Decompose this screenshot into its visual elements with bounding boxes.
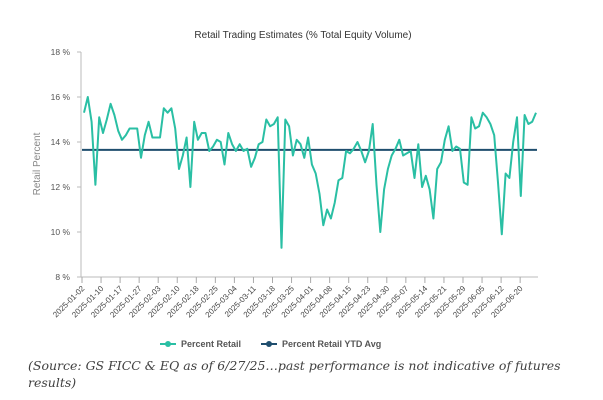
y-tick-label: 18 % [51, 47, 71, 57]
legend-label: Percent Retail [181, 339, 242, 349]
chart: Retail Trading Estimates (% Total Equity… [32, 30, 538, 319]
y-axis-label: Retail Percent [32, 132, 43, 195]
legend-marker-icon [160, 339, 176, 349]
series-line-percent-retail [83, 96, 537, 249]
y-tick-label: 16 % [51, 92, 71, 102]
legend-item-percent-retail[interactable]: Percent Retail [160, 339, 241, 349]
legend-item-ytd-avg[interactable]: Percent Retail YTD Avg [261, 339, 381, 349]
x-axis: 2025-01-022025-01-102025-01-172025-01-27… [51, 276, 538, 319]
source-note: (Source: GS FICC & EQ as of 6/27/25…past… [28, 358, 561, 390]
y-tick-label: 8 % [55, 272, 70, 282]
legend-label: Percent Retail YTD Avg [282, 339, 382, 349]
legend: Percent Retail Percent Retail YTD Avg [160, 339, 381, 349]
legend-marker-icon [261, 339, 278, 349]
series-group [82, 96, 537, 249]
y-axis: 8 % 10 % 12 % 14 % 16 % 18 % [51, 47, 82, 282]
y-tick-label: 14 % [51, 137, 71, 147]
y-tick-label: 10 % [51, 227, 71, 237]
chart-title: Retail Trading Estimates (% Total Equity… [194, 30, 411, 41]
y-tick-label: 12 % [51, 182, 71, 192]
